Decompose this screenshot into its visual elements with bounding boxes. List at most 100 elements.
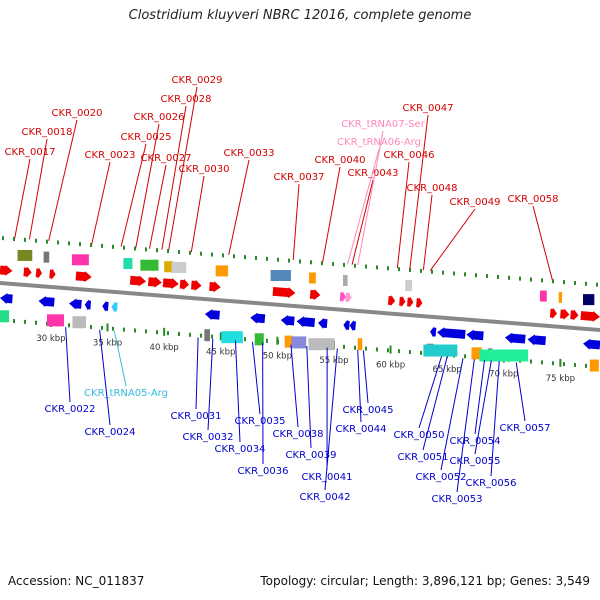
outer-scale-dot [68, 241, 70, 246]
reverse-gene-arrow [318, 317, 328, 329]
gene-label[interactable]: CKR_0053 [432, 494, 483, 505]
label-leader-line [490, 361, 500, 477]
label-leader-line [28, 138, 48, 240]
forward-gene-arrow [560, 308, 570, 320]
outer-scale-dot [222, 253, 224, 258]
inner-scale-dot [354, 345, 356, 350]
gene-label[interactable]: CKR_0032 [183, 432, 234, 443]
gene-label[interactable]: CKR_0033 [224, 148, 275, 159]
forward-gene-arrow [399, 295, 406, 307]
gene-label[interactable]: CKR_0055 [450, 456, 501, 467]
gene-label[interactable]: CKR_0057 [500, 423, 551, 434]
gene-label[interactable]: CKR_0027 [141, 153, 192, 164]
scale-tick-mark [276, 336, 279, 345]
gene-label[interactable]: CKR_0037 [274, 172, 325, 183]
gene-label[interactable]: CKR_0042 [300, 492, 351, 503]
gene-label[interactable]: CKR_0056 [466, 478, 517, 489]
inner-scale-dot [167, 331, 169, 336]
gene-label[interactable]: CKR_0022 [45, 404, 96, 415]
gene-label[interactable]: CKR_0044 [336, 424, 387, 435]
label-leader-line [292, 183, 300, 261]
gene-label[interactable]: CKR_0045 [343, 405, 394, 416]
gene-label[interactable]: CKR_0054 [450, 436, 501, 447]
scale-tick-label: 40 kbp [150, 343, 179, 353]
reverse-gene-arrow [111, 301, 118, 313]
reverse-gene-arrow [102, 300, 109, 312]
gene-label[interactable]: CKR_tRNA06-Arg [337, 137, 421, 148]
gene-label[interactable]: CKR_tRNA07-Ser [341, 119, 426, 130]
gene-label[interactable]: CKR_0038 [273, 429, 324, 440]
scale-tick-label: 35 kbp [93, 338, 122, 348]
scale-tick-mark [219, 332, 222, 341]
gene-label[interactable]: CKR_0049 [450, 197, 501, 208]
label-leader-line [429, 208, 476, 271]
forward-gene-arrow [580, 310, 600, 322]
outer-scale-dot [57, 240, 59, 245]
scale-tick-label: 70 kbp [489, 369, 518, 379]
reverse-gene-arrow [69, 298, 82, 310]
outer-scale-dot [530, 277, 532, 282]
forward-gene-arrow [75, 271, 92, 283]
gene-label[interactable]: CKR_0035 [235, 416, 286, 427]
label-leader-line [190, 175, 205, 253]
gene-label[interactable]: CKR_0025 [121, 132, 172, 143]
gene-label[interactable]: CKR_0036 [238, 466, 289, 477]
gene-label[interactable]: CKR_0050 [394, 430, 445, 441]
gene-label[interactable]: CKR_0020 [52, 108, 103, 119]
outer-scale-dot [123, 245, 125, 250]
gene-label[interactable]: CKR_0024 [85, 427, 136, 438]
gene-label[interactable]: CKR_0023 [85, 150, 136, 161]
forward-gene-arrow [549, 307, 557, 319]
inner-scale-dot [123, 327, 125, 332]
gene-label[interactable]: CKR_0026 [134, 112, 185, 123]
gene-label[interactable]: CKR_0043 [348, 168, 399, 179]
forward-gene-arrow [272, 286, 296, 299]
label-leader-line [362, 350, 369, 404]
label-leader-line [161, 105, 187, 250]
forward-gene-arrow [179, 278, 190, 290]
gene-label[interactable]: CKR_0031 [171, 411, 222, 422]
outer-scale-dot [420, 268, 422, 273]
gene-label[interactable]: CKR_0034 [215, 444, 266, 455]
gene-label[interactable]: CKR_0039 [286, 450, 337, 461]
label-leader-line [207, 338, 214, 431]
label-leader-line [396, 161, 410, 269]
gene-label[interactable]: CKR_0048 [407, 183, 458, 194]
gene-label[interactable]: CKR_0028 [161, 94, 212, 105]
gene-label[interactable]: CKR_0051 [398, 452, 449, 463]
inner-scale-dot [552, 361, 554, 366]
inner-scale-dot [563, 362, 565, 367]
outer-scale-dot [508, 275, 510, 280]
gene-label[interactable]: CKR_0029 [172, 75, 223, 86]
label-leader-line [99, 329, 111, 426]
gene-label[interactable]: CKR_0030 [179, 164, 230, 175]
gene-label[interactable]: CKR_0046 [384, 150, 435, 161]
outer-scale-dot [354, 263, 356, 268]
forward-gene-arrow [23, 266, 32, 278]
inner-scale-dot [343, 344, 345, 349]
outer-scale-dot [585, 281, 587, 286]
gene-label[interactable]: CKR_0017 [5, 147, 56, 158]
inner-scale-dot [365, 346, 367, 351]
gene-label[interactable]: CKR_tRNA05-Arg [84, 388, 168, 399]
scale-tick-label: 50 kbp [263, 352, 292, 362]
outer-scale-dot [376, 265, 378, 270]
gene-label[interactable]: CKR_0058 [508, 194, 559, 205]
gene-label[interactable]: CKR_0040 [315, 155, 366, 166]
gene-label[interactable]: CKR_0018 [22, 127, 73, 138]
outer-scale-dot [156, 248, 158, 253]
gene-label[interactable]: CKR_0041 [302, 472, 353, 483]
outer-scale-dot [541, 278, 543, 283]
reverse-gene-arrow [38, 296, 55, 308]
gene-label[interactable]: CKR_0052 [416, 472, 467, 483]
label-leader-line [324, 348, 338, 491]
outer-scale-dot [233, 254, 235, 259]
feature-box [423, 344, 458, 357]
outer-scale-dot [178, 249, 180, 254]
inner-scale-dot [13, 319, 15, 324]
feature-box [589, 359, 599, 372]
label-leader-line [418, 356, 442, 429]
outer-scale-dot [398, 267, 400, 272]
gene-label[interactable]: CKR_0047 [403, 103, 454, 114]
